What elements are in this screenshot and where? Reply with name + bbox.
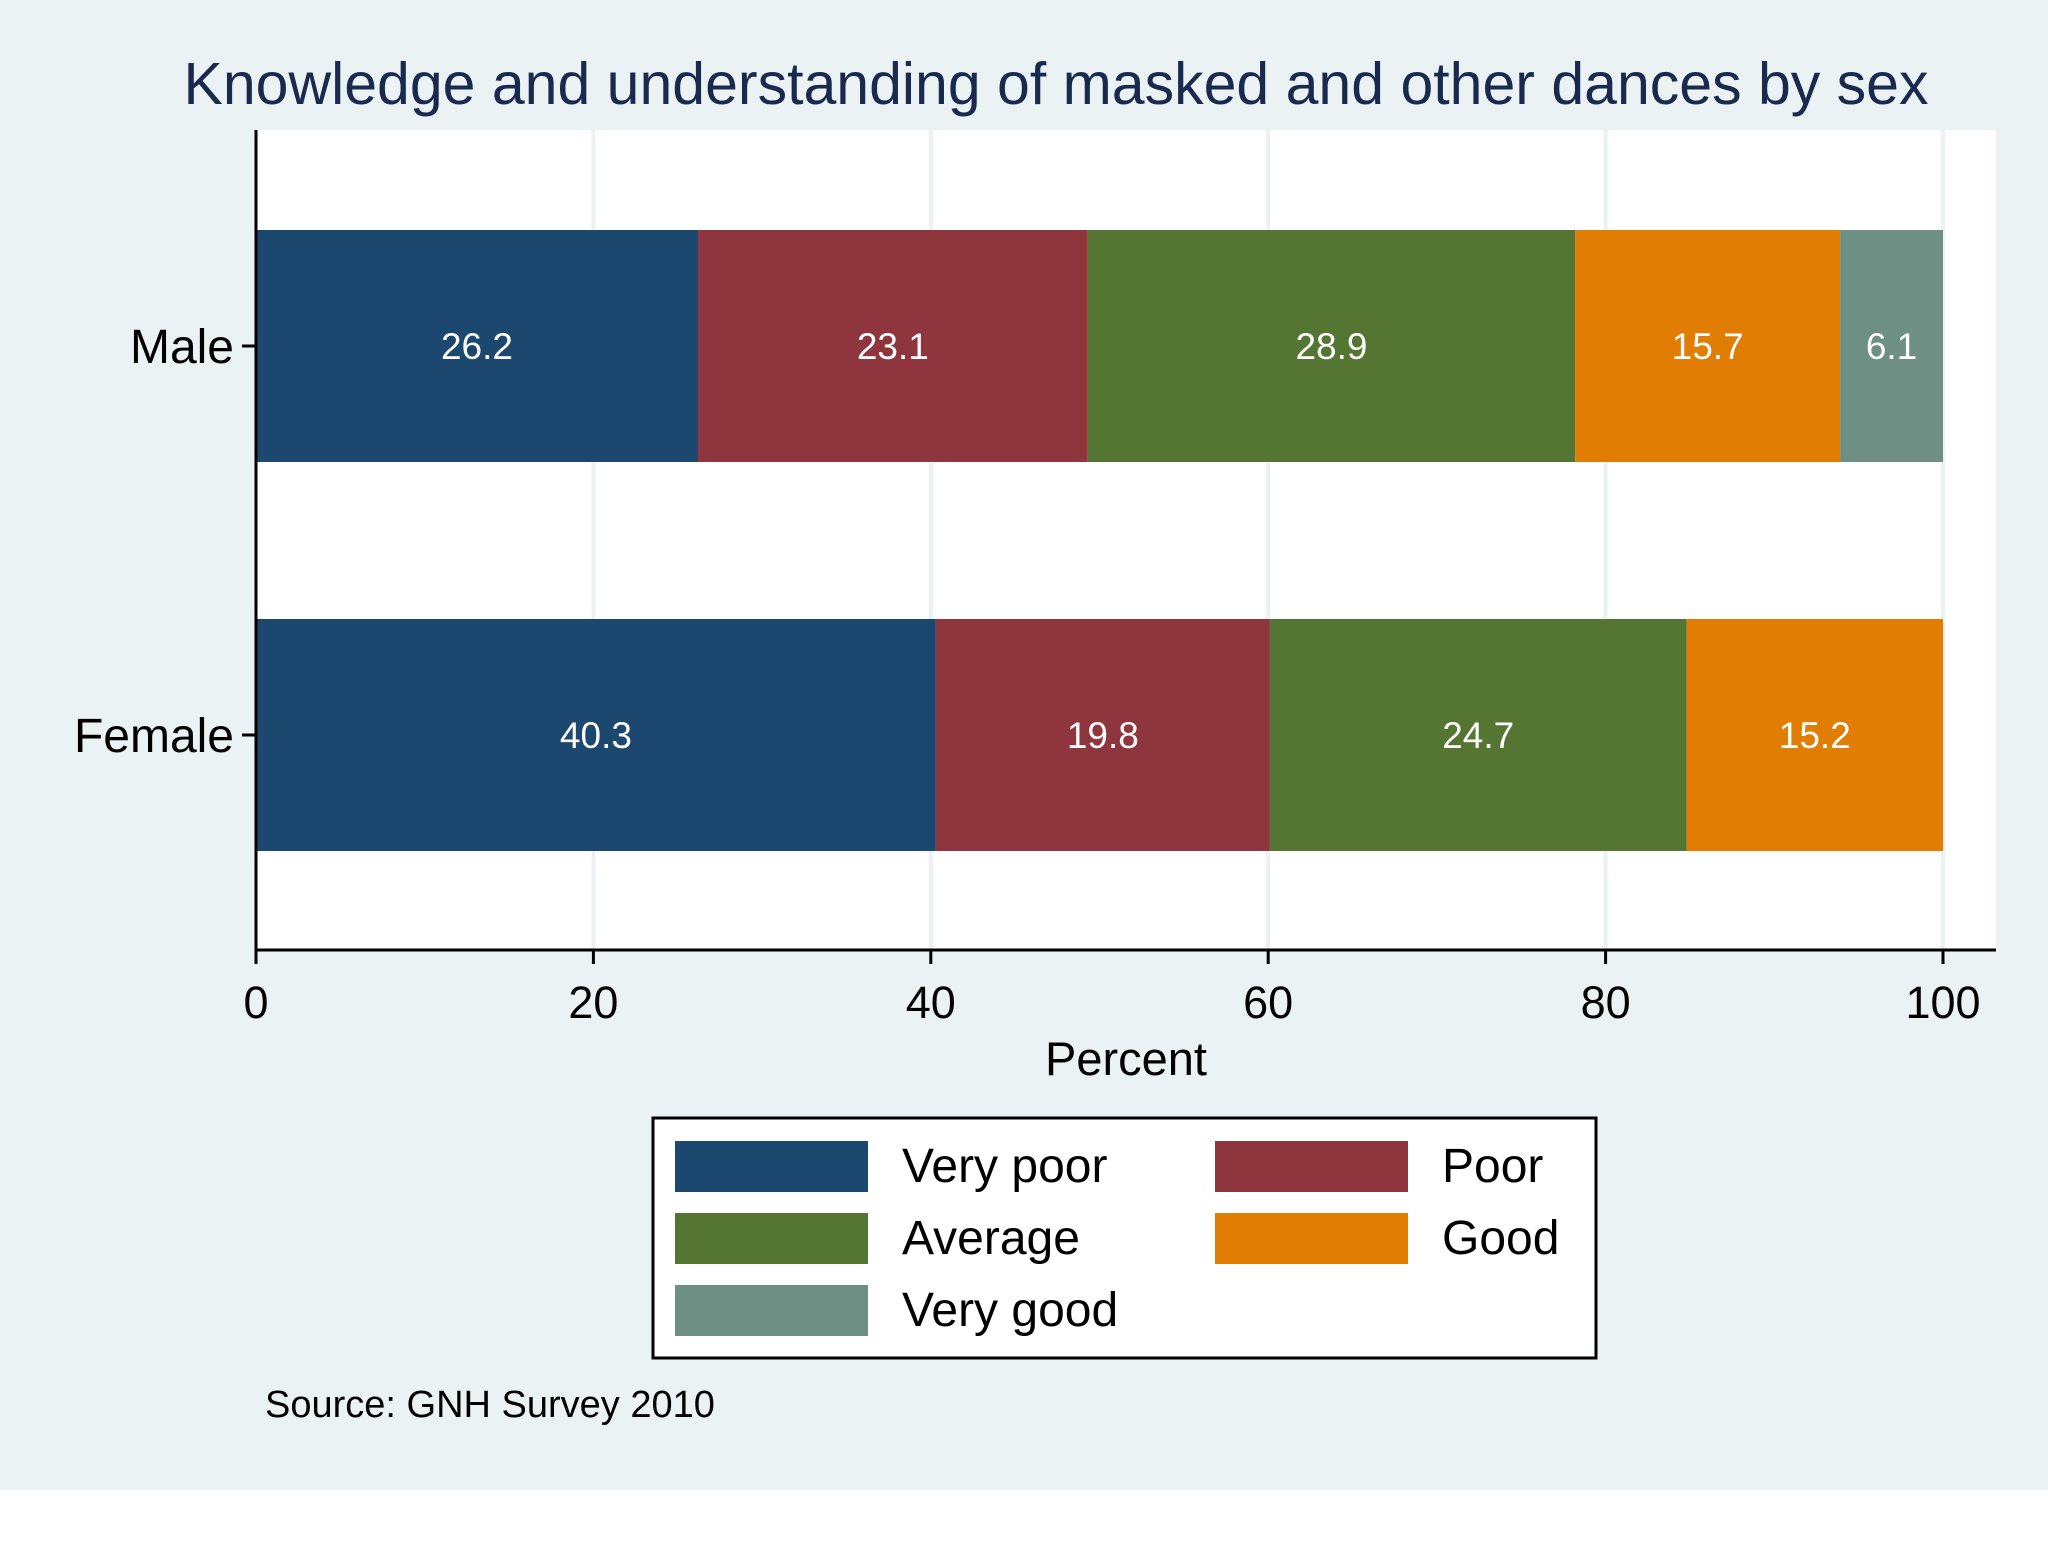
legend: Very poor Poor Average Good Very good [651,1116,1598,1360]
legend-label-poor: Poor [1442,1140,1543,1193]
bar-female-average [1269,619,1687,851]
legend-label-very-good: Very good [902,1284,1118,1337]
x-axis-label: Percent [1045,1032,1207,1085]
x-tick-label: 60 [1243,977,1293,1028]
legend-label-average: Average [902,1212,1080,1265]
bar-male-poor [697,230,1088,462]
legend-label-very-poor: Very poor [902,1140,1107,1193]
bar-value-label: 24.7 [1442,715,1514,756]
axes: 0 20 40 60 80 100 Male Female [74,130,1996,1028]
legend-swatch-poor [1215,1141,1408,1192]
legend-swatch-very-poor [675,1141,868,1192]
bar-value-label: 15.2 [1779,715,1851,756]
x-tick-label: 100 [1905,977,1980,1028]
bar-male-very-poor [256,230,698,462]
bar-male-good [1575,230,1841,462]
y-category-label: Female [74,710,234,763]
chart-title: Knowledge and understanding of masked an… [184,51,1929,117]
y-category-label: Male [130,321,234,374]
bar-value-label: 6.1 [1866,326,1917,367]
bar-male-average [1087,230,1576,462]
source-note: Source: GNH Survey 2010 [265,1384,715,1426]
x-tick-label: 0 [243,977,268,1028]
bar-value-label: 40.3 [560,715,632,756]
bar-value-label: 15.7 [1672,326,1744,367]
legend-swatch-very-good [675,1285,868,1336]
bar-value-label: 19.8 [1067,715,1139,756]
legend-swatch-average [675,1213,868,1264]
x-tick-label: 40 [906,977,956,1028]
bar-female-good [1686,619,1943,851]
legend-swatch-good [1215,1213,1408,1264]
bar-value-label: 26.2 [441,326,513,367]
x-tick-label: 80 [1581,977,1631,1028]
x-tick-label: 20 [568,977,618,1028]
bar-value-label: 23.1 [857,326,929,367]
bar-value-label: 28.9 [1295,326,1367,367]
bar-female-very-poor [256,619,936,851]
bar-male-very-good [1840,230,1943,462]
bar-female-poor [935,619,1270,851]
legend-label-good: Good [1442,1212,1559,1265]
bars: 26.2 23.1 28.9 15.7 6.1 40.3 19.8 24.7 15.2 [256,230,1943,851]
